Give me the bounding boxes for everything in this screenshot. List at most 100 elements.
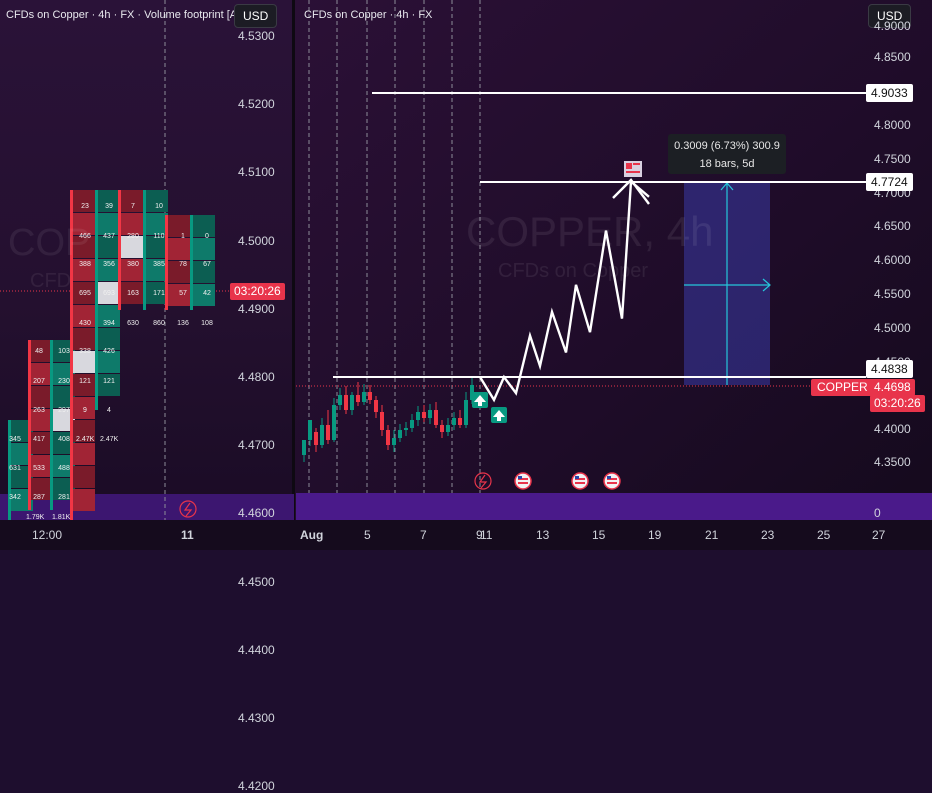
footprint-value: 171 [153, 290, 165, 297]
candle-body [416, 412, 420, 420]
right-session-lines [308, 0, 481, 493]
right-price-tick: 4.3500 [874, 455, 911, 469]
footprint-cell [73, 420, 95, 442]
left-price-tick: 4.4400 [238, 642, 275, 657]
left-currency-button[interactable]: USD [234, 4, 278, 28]
footprint-cell [193, 261, 215, 283]
right-price-tick: 4.6500 [874, 219, 911, 233]
candle-body [404, 428, 408, 430]
level-label-3: 4.4838 [866, 360, 913, 378]
candle-body [458, 418, 462, 425]
footprint-cell [31, 386, 53, 408]
footprint-cell [31, 455, 53, 477]
right-time-tick: 5 [364, 528, 371, 542]
footprint-cell [31, 340, 53, 362]
level-label-1: 4.9033 [866, 84, 913, 102]
left-countdown: 03:20:26 [230, 283, 285, 300]
level-label-2: 4.7724 [866, 173, 913, 191]
candle-body [302, 440, 306, 455]
footprint-cell [73, 305, 95, 327]
footprint-value: 394 [103, 320, 115, 327]
footprint-cell [168, 284, 190, 306]
buy-signal-icon-2 [491, 407, 507, 423]
footprint-wick [28, 340, 31, 510]
left-price-tick: 4.4900 [238, 301, 275, 316]
measure-tooltip: 0.3009 (6.73%) 300.9 18 bars, 5d [668, 134, 786, 174]
footprint-cell [168, 215, 190, 237]
right-currency-button[interactable]: USD [868, 4, 912, 28]
candle-body [356, 395, 360, 402]
candle-body [368, 392, 372, 400]
footprint-value: 430 [79, 320, 91, 327]
footprint-cell [121, 190, 143, 212]
footprint-value: 9 [83, 407, 87, 414]
us-flag-event-icons [514, 472, 621, 490]
footprint-cell [73, 213, 95, 235]
candle-body [464, 400, 468, 425]
candle-body [380, 412, 384, 430]
candle-body [398, 430, 402, 438]
footprint-value: 631 [9, 465, 21, 472]
footprint-cell [31, 432, 53, 454]
target-flag-icon [624, 161, 642, 177]
last-price-label: 4.4698 [870, 379, 915, 396]
footprint-cell [11, 420, 33, 442]
footprint-cell [98, 236, 120, 258]
left-price-tick: 4.4700 [238, 438, 275, 453]
right-watermark-title: COPPER, 4h [466, 208, 714, 255]
footprint-value: 345 [9, 436, 21, 443]
right-time-tick: Aug [300, 528, 324, 542]
right-price-tick: 0 [874, 506, 881, 520]
footprint-cell [73, 328, 95, 350]
candle-body [350, 395, 354, 410]
footprint-cell [98, 213, 120, 235]
footprint-cell [193, 284, 215, 306]
footprint-value: 280 [127, 233, 139, 240]
symbol-label: COPPER [811, 379, 874, 396]
footprint-cell [98, 259, 120, 281]
right-price-tick: 4.6000 [874, 253, 911, 267]
footprint-value: 630 [127, 320, 139, 327]
left-watermark-title: COP [8, 222, 91, 264]
footprint-value: 287 [33, 494, 45, 501]
footprint-cell [193, 215, 215, 237]
footprint-cell [73, 190, 95, 212]
right-time-tick: 25 [817, 528, 831, 542]
footprint-value: 67 [203, 261, 211, 268]
poc-cell [73, 351, 95, 373]
candle-body [326, 425, 330, 440]
candle-body [470, 385, 474, 400]
footprint-value: 860 [153, 320, 165, 327]
right-watermark-sub: CFDs on Copper [498, 260, 649, 282]
footprint-value: 356 [103, 261, 115, 268]
footprint-value: 121 [103, 378, 115, 385]
left-chart-title[interactable]: CFDs on Copper · 4h · FX · Volume footpr… [6, 9, 243, 21]
footprint-wick [143, 190, 146, 310]
candle-body [344, 395, 348, 410]
footprint-value: 1 [181, 233, 185, 240]
footprint-value: 437 [103, 233, 115, 240]
footprint-cell [11, 443, 33, 465]
left-price-tick: 4.4500 [238, 574, 275, 589]
footprint-cell [98, 374, 120, 396]
footprint-cell [31, 363, 53, 385]
footprint-wick [118, 190, 121, 310]
candle-body [434, 410, 438, 425]
left-price-tick: 4.5200 [238, 97, 275, 112]
left-watermark-sub: CFD [30, 270, 72, 292]
footprint-cell [98, 351, 120, 373]
right-time-tick: 23 [761, 528, 775, 542]
candle-body [362, 392, 366, 402]
footprint-cell [168, 261, 190, 283]
time-axis-bar [0, 520, 932, 550]
footprint-value: 48 [35, 348, 43, 355]
footprint-value: 10 [155, 203, 163, 210]
footprint-wick [70, 190, 73, 520]
footprint-cell [31, 478, 53, 500]
footprint-value: 408 [58, 436, 70, 443]
footprint-wick [165, 215, 168, 310]
footprint-wick [95, 190, 98, 410]
right-chart-title[interactable]: CFDs on Copper · 4h · FX [304, 9, 433, 21]
left-price-tick: 4.5100 [238, 165, 275, 180]
